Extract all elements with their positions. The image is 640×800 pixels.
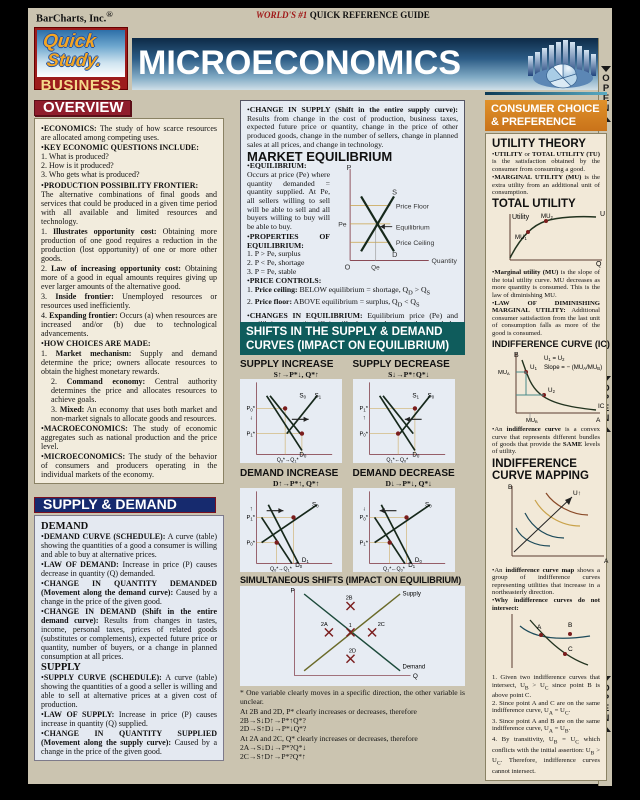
- svg-text:P1*: P1*: [246, 431, 255, 437]
- svg-text:B: B: [568, 622, 572, 629]
- svg-text:U1: U1: [530, 364, 538, 371]
- svg-text:Pe: Pe: [338, 222, 347, 229]
- svg-text:↑: ↑: [250, 506, 253, 512]
- svg-text:S0: S0: [427, 392, 434, 399]
- svg-text:P1*: P1*: [246, 515, 255, 521]
- svg-text:P1*: P1*: [359, 406, 368, 412]
- svg-text:P: P: [291, 588, 295, 595]
- svg-text:MUB: MUB: [526, 418, 538, 424]
- svg-text:1: 1: [349, 623, 352, 629]
- svg-text:Price Ceiling: Price Ceiling: [396, 240, 435, 247]
- svg-text:S0: S0: [312, 501, 319, 508]
- svg-text:D: D: [392, 250, 397, 259]
- svg-text:↓: ↓: [362, 506, 365, 512]
- svg-text:U1 = U2: U1 = U2: [544, 355, 565, 362]
- svg-text:Qe: Qe: [371, 265, 380, 272]
- svg-text:Price Floor: Price Floor: [396, 204, 430, 211]
- svg-text:D0: D0: [414, 557, 422, 564]
- svg-text:S1: S1: [412, 392, 419, 399]
- svg-text:IC: IC: [598, 403, 605, 410]
- svg-text:P0*: P0*: [359, 515, 368, 521]
- svg-text:↓: ↓: [250, 415, 253, 421]
- svg-text:Supply: Supply: [403, 592, 421, 598]
- svg-text:2C: 2C: [378, 622, 385, 628]
- svg-text:Q1*←Q0*: Q1*←Q0*: [383, 566, 405, 572]
- svg-text:MUA: MUA: [498, 370, 510, 376]
- svg-text:S1: S1: [315, 392, 322, 399]
- svg-text:Utility: Utility: [512, 214, 530, 221]
- svg-text:Q0*→Q1*: Q0*→Q1*: [270, 566, 292, 572]
- svg-text:O: O: [345, 263, 351, 272]
- svg-text:D1: D1: [302, 557, 310, 564]
- svg-text:Quantity: Quantity: [431, 258, 457, 265]
- svg-text:U: U: [600, 211, 605, 218]
- svg-text:D0: D0: [412, 451, 420, 458]
- svg-text:P: P: [346, 163, 351, 172]
- svg-text:Q0*→Q1*: Q0*→Q1*: [277, 457, 299, 463]
- svg-text:S: S: [392, 188, 397, 197]
- svg-text:P0*: P0*: [359, 431, 368, 437]
- svg-text:↑: ↑: [362, 415, 365, 421]
- svg-text:P1*: P1*: [359, 540, 368, 546]
- svg-text:2B: 2B: [346, 596, 353, 602]
- svg-text:P0*: P0*: [246, 540, 255, 546]
- svg-text:U↑: U↑: [573, 490, 581, 497]
- svg-text:Equilibrium: Equilibrium: [396, 225, 430, 232]
- svg-text:2A: 2A: [321, 622, 328, 628]
- svg-text:Slope = − (MUA/MUB): Slope = − (MUA/MUB): [544, 364, 602, 371]
- svg-text:D0: D0: [299, 451, 307, 458]
- svg-text:MU2: MU2: [541, 213, 553, 220]
- svg-text:A: A: [596, 417, 601, 424]
- svg-text:Demand: Demand: [403, 665, 426, 671]
- svg-text:Q: Q: [596, 261, 602, 268]
- svg-text:A: A: [604, 558, 609, 565]
- svg-text:S0: S0: [299, 392, 306, 399]
- svg-text:U2: U2: [548, 387, 556, 394]
- svg-text:Q: Q: [413, 673, 418, 680]
- svg-text:2D: 2D: [349, 649, 356, 655]
- svg-text:Q1*←Q0*: Q1*←Q0*: [386, 457, 408, 463]
- svg-text:B: B: [508, 484, 512, 491]
- svg-text:A: A: [537, 624, 542, 631]
- svg-text:C: C: [568, 646, 573, 653]
- svg-text:P0*: P0*: [246, 406, 255, 412]
- svg-text:S0: S0: [425, 501, 432, 508]
